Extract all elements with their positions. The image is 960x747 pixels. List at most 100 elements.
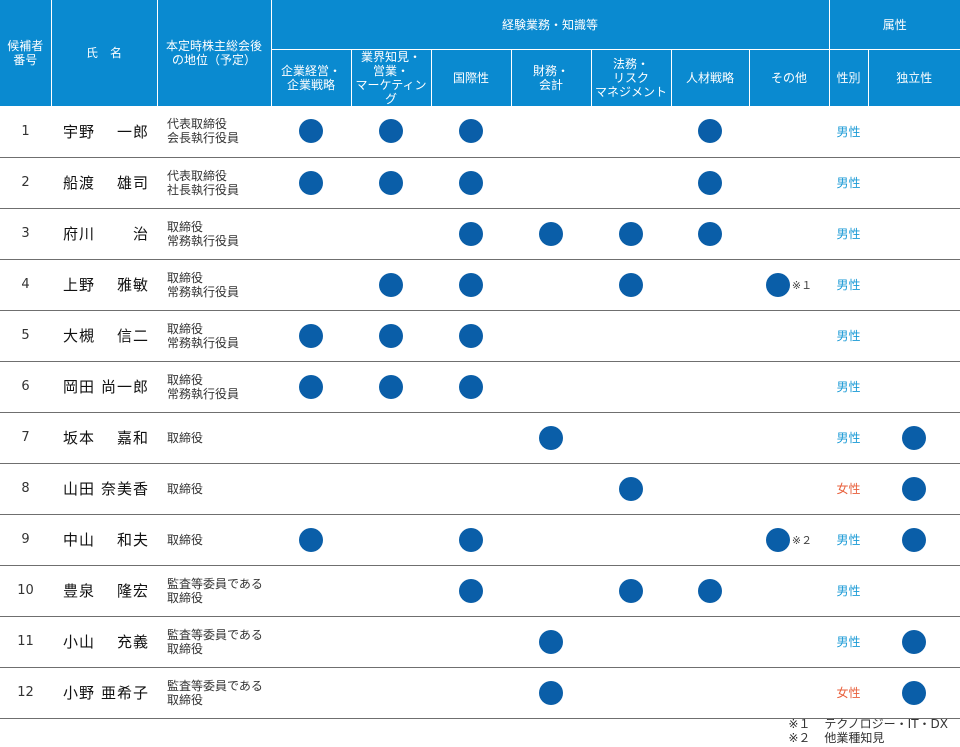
skill-dot-icon [539, 221, 563, 246]
skill-cell [591, 463, 671, 515]
skill-cell: ※２ [749, 514, 829, 566]
skill-cell [671, 208, 749, 260]
skill-cell [351, 157, 431, 209]
header-line: 人材戦略 [685, 71, 734, 85]
skill-dot-icon [698, 119, 722, 144]
skill-dot-icon [459, 119, 483, 144]
header-candidate-number-line2: 番号 [13, 53, 38, 67]
table-row: 12 小野 亜希子 監査等委員である 取締役 女性 [0, 667, 960, 719]
position-line: 取締役 [167, 692, 204, 707]
candidate-name-inner: 岡田 尚一郎 [63, 376, 149, 397]
given-name: 充義 [116, 633, 149, 651]
given-name: 隆宏 [116, 582, 149, 600]
skill-dot-icon [299, 374, 323, 399]
header-candidate-number: 候補者 番号 [0, 0, 52, 106]
skill-dot-icon [619, 221, 643, 246]
skill-cell [749, 463, 829, 515]
skill-cell [351, 616, 431, 668]
skill-cell [749, 310, 829, 362]
gender: 男性 [829, 106, 868, 158]
skill-cell [271, 616, 351, 668]
position-line: 取締役 [167, 270, 204, 285]
table-row: 8 山田 奈美香 取締役 女性 [0, 463, 960, 515]
gender: 男性 [829, 157, 868, 209]
skill-cell [271, 259, 351, 311]
candidate-name: 小野 亜希子 [51, 667, 157, 719]
header-line: 国際性 [452, 71, 489, 85]
family-name: 府川 [63, 225, 96, 243]
skill-cell [511, 310, 591, 362]
footnotes: ※１ テクノロジー・IT・DX ※２ 他業種知見 [788, 717, 948, 745]
table-row: 10 豊泉 隆宏 監査等委員である 取締役 男性 [0, 565, 960, 617]
position: 監査等委員である 取締役 [157, 616, 271, 668]
header-line: リスク [612, 71, 649, 85]
header-independence: 独立性 [868, 49, 960, 106]
header-legal-risk: 法務・ リスク マネジメント [591, 49, 672, 106]
skill-dot-icon [539, 425, 563, 450]
family-name: 大槻 [63, 327, 96, 345]
skill-cell [511, 463, 591, 515]
skill-cell [671, 514, 749, 566]
skill-dot-icon [379, 272, 403, 297]
position-line: 取締役 [167, 219, 204, 234]
skill-cell [749, 157, 829, 209]
skill-cell [511, 667, 591, 719]
skill-cell [671, 412, 749, 464]
position-line: 常務執行役員 [167, 386, 240, 401]
skill-cell [431, 310, 511, 362]
table-row: 2 船渡 雄司 代表取締役 社長執行役員 男性 [0, 157, 960, 209]
given-name: 亜希子 [100, 684, 149, 702]
position-line: 取締役 [167, 321, 204, 336]
header-line: マネジメント [594, 85, 667, 99]
skill-cell [511, 106, 591, 158]
candidate-number: 8 [0, 463, 51, 515]
position: 取締役 常務執行役員 [157, 361, 271, 413]
footnote-2: ※２ 他業種知見 [788, 731, 948, 745]
skill-cell [351, 412, 431, 464]
skill-dot-icon [459, 323, 483, 348]
skill-cell [591, 616, 671, 668]
candidate-name: 上野 雅敏 [51, 259, 157, 311]
family-name: 坂本 [63, 429, 96, 447]
skill-dot-icon [459, 170, 483, 195]
table-row: 1 宇野 一郎 代表取締役 会長執行役員 男性 [0, 106, 960, 158]
footnote-1: ※１ テクノロジー・IT・DX [788, 717, 948, 731]
position-line: 常務執行役員 [167, 284, 240, 299]
candidate-number: 3 [0, 208, 51, 260]
candidate-name-inner: 中山 和夫 [63, 529, 149, 550]
gender: 男性 [829, 412, 868, 464]
candidate-number: 10 [0, 565, 51, 617]
skill-cell [511, 259, 591, 311]
position-line: 代表取締役 [167, 117, 228, 132]
header-corporate-management: 企業経営・ 企業戦略 [271, 49, 352, 106]
gender: 男性 [829, 310, 868, 362]
gender: 男性 [829, 514, 868, 566]
skill-dot-icon [619, 578, 643, 603]
candidate-name-inner: 府川 治 [63, 223, 149, 244]
skill-dot-icon [765, 272, 790, 297]
skill-cell [671, 616, 749, 668]
family-name: 小山 [63, 633, 96, 651]
skill-cell [749, 565, 829, 617]
skill-cell [591, 259, 671, 311]
table-row: 3 府川治取締役 常務執行役員 男性 [0, 208, 960, 260]
family-name: 船渡 [63, 174, 96, 192]
footnote-1-text: テクノロジー・IT・DX [824, 717, 948, 731]
header-line: 営業・ [372, 64, 409, 78]
header-other: その他 [749, 49, 830, 106]
skill-cell [591, 565, 671, 617]
given-name: 治 [132, 225, 149, 243]
skill-cell [671, 565, 749, 617]
position-line: 会長執行役員 [167, 131, 240, 146]
position: 代表取締役 社長執行役員 [157, 157, 271, 209]
skill-cell [271, 106, 351, 158]
skill-cell [671, 157, 749, 209]
skill-cell [749, 361, 829, 413]
candidate-name: 豊泉 隆宏 [51, 565, 157, 617]
gender: 女性 [829, 463, 868, 515]
skill-cell [431, 157, 511, 209]
position: 監査等委員である 取締役 [157, 565, 271, 617]
position: 取締役 [157, 514, 271, 566]
skill-cell [749, 412, 829, 464]
independence-cell [868, 616, 960, 668]
